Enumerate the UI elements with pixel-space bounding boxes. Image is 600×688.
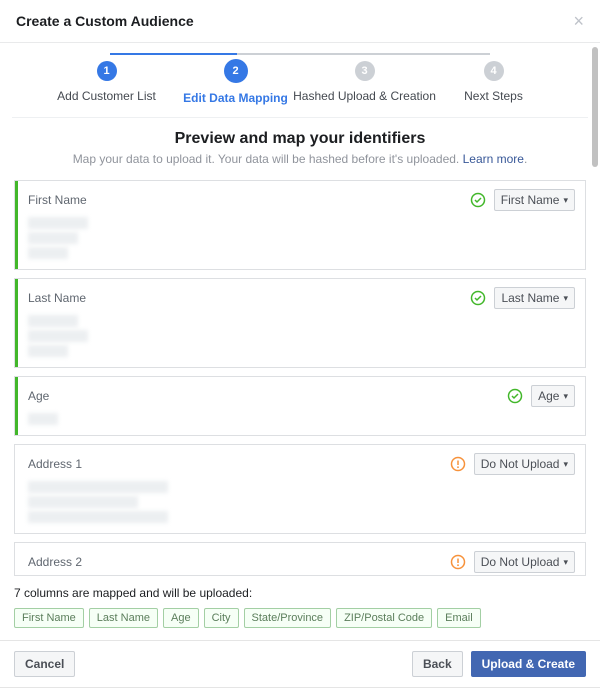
step-hashed-upload[interactable]: 3 Hashed Upload & Creation	[300, 61, 429, 103]
data-preview	[28, 481, 575, 523]
step-connector	[110, 53, 237, 55]
step-connector	[237, 53, 364, 55]
step-connector	[363, 53, 490, 55]
field-label: Address 2	[28, 555, 442, 569]
field-label: First Name	[28, 193, 462, 207]
step-edit-data-mapping[interactable]: 2 Edit Data Mapping	[171, 61, 300, 105]
field-label: Last Name	[28, 291, 462, 305]
upload-create-button[interactable]: Upload & Create	[471, 651, 586, 677]
column-pill: First Name	[14, 608, 84, 628]
mapping-select[interactable]: Do Not Upload ▾	[474, 453, 575, 475]
field-card-age: Age Age ▾	[14, 376, 586, 436]
modal-footer: Cancel Back Upload & Create	[0, 640, 600, 687]
data-preview	[28, 413, 575, 425]
step-add-customer-list[interactable]: 1 Add Customer List	[42, 61, 171, 103]
section-subtitle: Map your data to upload it. Your data wi…	[12, 152, 588, 166]
mapping-select[interactable]: Age ▾	[531, 385, 575, 407]
checkmark-icon	[507, 388, 523, 404]
field-card-first-name: First Name First Name ▾	[14, 180, 586, 270]
field-label: Address 1	[28, 457, 442, 471]
step-number: 4	[484, 61, 504, 81]
caret-down-icon: ▾	[563, 557, 568, 568]
field-label: Age	[28, 389, 499, 403]
modal-title: Create a Custom Audience	[16, 13, 194, 29]
field-card-address-1: Address 1 Do Not Upload ▾	[14, 444, 586, 534]
modal-body: 1 Add Customer List 2 Edit Data Mapping …	[0, 43, 600, 576]
modal-header: Create a Custom Audience ×	[0, 0, 600, 43]
column-pill: Email	[437, 608, 481, 628]
mapping-value: First Name	[501, 193, 560, 207]
mapping-value: Do Not Upload	[481, 457, 560, 471]
scrollbar[interactable]	[592, 47, 598, 167]
close-icon[interactable]: ×	[573, 12, 584, 30]
mapping-select[interactable]: Last Name ▾	[494, 287, 575, 309]
caret-down-icon: ▾	[563, 391, 568, 402]
step-number: 2	[224, 59, 248, 83]
mapping-value: Last Name	[501, 291, 559, 305]
section-subtitle-text: Map your data to upload it. Your data wi…	[73, 152, 463, 166]
column-pill: Age	[163, 608, 199, 628]
column-pill: ZIP/Postal Code	[336, 608, 432, 628]
mapping-value: Age	[538, 389, 559, 403]
field-card-address-2: Address 2 Do Not Upload ▾	[14, 542, 586, 576]
custom-audience-modal: Create a Custom Audience × 1 Add Custome…	[0, 0, 600, 688]
step-number: 3	[355, 61, 375, 81]
section-title: Preview and map your identifiers	[12, 130, 588, 148]
mapped-columns-pills: First Name Last Name Age City State/Prov…	[0, 602, 600, 640]
column-pill: State/Province	[244, 608, 332, 628]
mapping-value: Do Not Upload	[481, 555, 560, 569]
step-label: Edit Data Mapping	[183, 91, 288, 105]
caret-down-icon: ▾	[563, 459, 568, 470]
warning-icon	[450, 554, 466, 570]
checkmark-icon	[470, 290, 486, 306]
data-preview	[28, 217, 575, 259]
step-label: Add Customer List	[57, 89, 156, 103]
column-pill: City	[204, 608, 239, 628]
data-preview	[28, 315, 575, 357]
progress-stepper: 1 Add Customer List 2 Edit Data Mapping …	[12, 43, 588, 118]
step-next-steps[interactable]: 4 Next Steps	[429, 61, 558, 103]
warning-icon	[450, 456, 466, 472]
back-button[interactable]: Back	[412, 651, 463, 677]
caret-down-icon: ▾	[563, 195, 568, 206]
mapping-select[interactable]: Do Not Upload ▾	[474, 551, 575, 573]
checkmark-icon	[470, 192, 486, 208]
cancel-button[interactable]: Cancel	[14, 651, 75, 677]
step-label: Next Steps	[464, 89, 523, 103]
mapped-summary: 7 columns are mapped and will be uploade…	[0, 576, 600, 602]
field-mapping-list: First Name First Name ▾	[12, 180, 588, 576]
column-pill: Last Name	[89, 608, 158, 628]
field-card-last-name: Last Name Last Name ▾	[14, 278, 586, 368]
mapping-select[interactable]: First Name ▾	[494, 189, 575, 211]
learn-more-link[interactable]: Learn more	[463, 152, 524, 166]
step-label: Hashed Upload & Creation	[293, 89, 436, 103]
caret-down-icon: ▾	[563, 293, 568, 304]
step-number: 1	[97, 61, 117, 81]
